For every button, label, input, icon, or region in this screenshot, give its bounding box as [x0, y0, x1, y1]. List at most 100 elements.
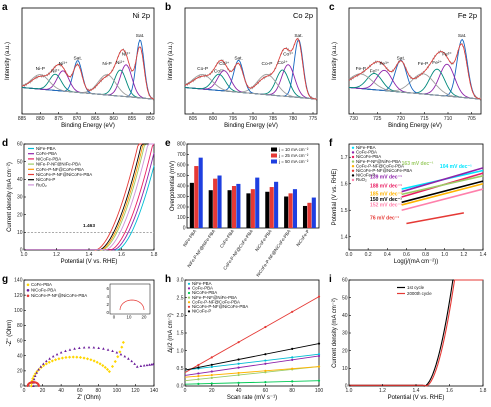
- panel-label: b: [165, 2, 171, 13]
- x-tick-label: 80: [96, 388, 102, 394]
- x-tick-label: 855: [128, 116, 137, 122]
- data-point: [127, 357, 130, 360]
- legend-entry: CoFe-PBA: [36, 151, 57, 156]
- bar: [246, 193, 251, 228]
- legend-entry: NiCoFe-P-NF@NiCoFe-PBA: [192, 304, 248, 309]
- data-point: [210, 363, 213, 366]
- data-point: [59, 351, 63, 354]
- y-tick-label: 30: [342, 331, 348, 337]
- legend-marker: [187, 291, 191, 295]
- y-tick-label: 500: [177, 173, 186, 179]
- legend-swatch: [271, 153, 277, 158]
- peak-annotation: Sat.: [73, 55, 82, 61]
- data-point: [264, 381, 267, 384]
- legend-entry: NiCoFe-PBA: [31, 288, 56, 293]
- x-tick-label: 140: [150, 388, 159, 394]
- data-point: [197, 378, 200, 381]
- y-tick-label: 60: [17, 142, 23, 148]
- data-point: [53, 358, 58, 362]
- data-point: [78, 355, 83, 360]
- peak-annotation: Co³⁺: [283, 51, 294, 57]
- legend-entry: RuO₂: [36, 182, 47, 187]
- x-tick-label: 100: [113, 388, 122, 394]
- fit-envelope: [21, 46, 155, 100]
- y-axis-label: -Z'' (Ohm): [7, 320, 13, 347]
- legend-marker: [26, 294, 30, 298]
- category-label: NiCoFe-P-NF@NiCoFe-PBA: [255, 229, 291, 278]
- x-tick-label: 1.6: [118, 252, 125, 258]
- data-point: [119, 352, 123, 356]
- y-tick-label: 40: [342, 313, 348, 319]
- y-tick-label: 200: [177, 205, 186, 211]
- y-tick-label: 300: [177, 194, 186, 200]
- peak-annotation: Co²⁺: [277, 60, 288, 66]
- plot-frame: [23, 279, 155, 387]
- legend-marker: [26, 283, 30, 287]
- x-tick-label: 0.0: [346, 252, 353, 258]
- data-point: [210, 370, 213, 373]
- data-point: [317, 295, 321, 298]
- data-point: [210, 356, 213, 359]
- data-point: [151, 362, 155, 366]
- data-point: [120, 345, 124, 349]
- xps-fe-chart: cFe 2pSat.Fe³⁺Fe²⁺Fe-PSat.Fe³⁺Fe²⁺Fe-P73…: [329, 2, 482, 129]
- x-tick-label: 120: [131, 388, 140, 394]
- x-tick-label: 20: [209, 388, 215, 394]
- data-point: [264, 325, 267, 329]
- x-axis-label: Binding Energy (eV): [224, 123, 278, 129]
- panel-g: g CoFe-PBA NiCoFe-PBA NiCoFe-P-NF@NiCoFe-PB…: [0, 272, 163, 407]
- x-tick-label: 1.0: [441, 252, 448, 258]
- legend-entry: CoFe-PBA: [356, 150, 377, 155]
- inset-y-tick: 4: [107, 294, 110, 299]
- y-axis-label: Current density (mA cm⁻²): [7, 162, 13, 232]
- x-tick-label: 1.0: [346, 388, 353, 394]
- legend-entry: j = 25 mA cm⁻²: [278, 153, 309, 158]
- x-tick-label: 1.2: [460, 252, 467, 258]
- peak-annotation: Sat.: [294, 33, 303, 39]
- inset-x-tick: 0: [113, 315, 116, 320]
- legend-entry: NiFe-PBA: [192, 281, 212, 286]
- nyquist-chart: g CoFe-PBANiCoFe-PBANiCoFe-P-NF@NiCoFe-PB…: [2, 274, 159, 401]
- y-tick-label: 0.0: [177, 384, 184, 390]
- data-point: [35, 371, 38, 374]
- y-tick-label: 400: [177, 184, 186, 190]
- peak-annotation: Sat.: [397, 55, 406, 61]
- legend-marker: [187, 310, 191, 313]
- y-tick-label: 0: [20, 248, 23, 254]
- data-point: [123, 355, 127, 358]
- bar: [231, 186, 237, 228]
- data-point: [197, 366, 200, 369]
- data-point: [197, 363, 200, 367]
- x-tick-label: 0: [184, 388, 187, 394]
- x-tick-label: 800: [209, 116, 218, 122]
- legend-entry: CoFe-P-NF@CoFe-PBA: [36, 167, 84, 172]
- tafel-slope-label: 150 mV dec⁻¹: [370, 197, 402, 203]
- y-tick-label: 800: [177, 142, 186, 148]
- data-point: [44, 362, 48, 366]
- bar: [274, 181, 279, 228]
- data-point: [73, 347, 76, 350]
- plot-frame: [348, 143, 484, 251]
- fit-line: [184, 366, 320, 382]
- data-point: [50, 359, 54, 363]
- bar: [288, 193, 293, 228]
- lsv-chart: d 1.463 NiFe-PBACoFe-PBANiCoFe-PBANiFe-P-N…: [2, 138, 158, 265]
- y-tick-label: 30: [17, 195, 23, 201]
- legend-marker: [187, 301, 191, 304]
- tafel-slope-label: 163 mV dec⁻¹: [402, 161, 434, 167]
- data-point: [237, 341, 240, 344]
- inset-y-tick: 6: [107, 286, 110, 291]
- data-point: [101, 363, 105, 368]
- peak-annotation: Fe³⁺: [379, 61, 389, 67]
- legend-entry: NiCoFe-P-NF@NiCoFe-PBA: [36, 172, 92, 177]
- data-point: [106, 348, 110, 351]
- data-point: [317, 354, 321, 358]
- data-point: [237, 373, 240, 377]
- data-point: [197, 382, 200, 385]
- data-point: [68, 355, 72, 359]
- bar: [213, 178, 218, 228]
- peak-annotation: Ni²⁺: [116, 60, 125, 66]
- x-tick-label: 870: [73, 116, 82, 122]
- x-tick-label: 0: [23, 388, 26, 394]
- cdl-chart: h NiFe-PBACoFe-PBANiCoFe-PBANiFe-P-NF@NiF…: [165, 274, 323, 401]
